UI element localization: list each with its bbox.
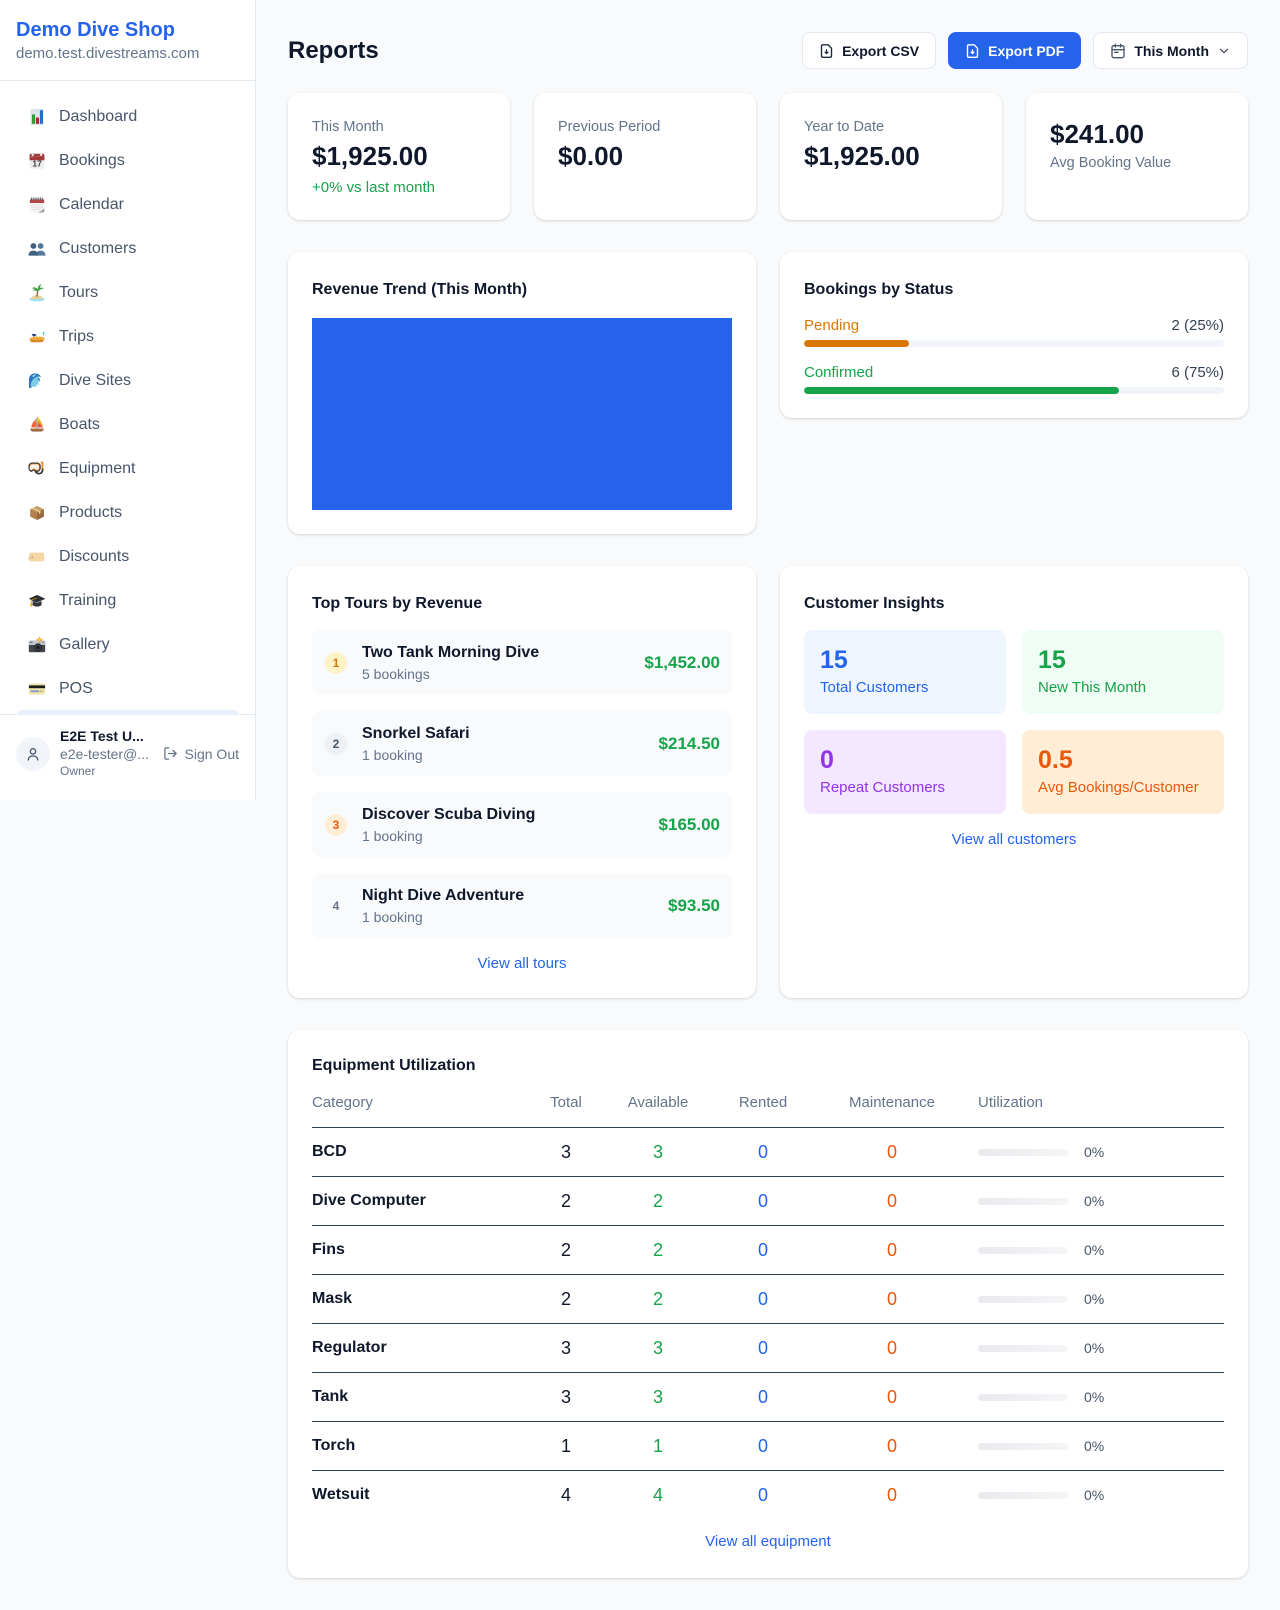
svg-text:17: 17 [32, 159, 42, 169]
